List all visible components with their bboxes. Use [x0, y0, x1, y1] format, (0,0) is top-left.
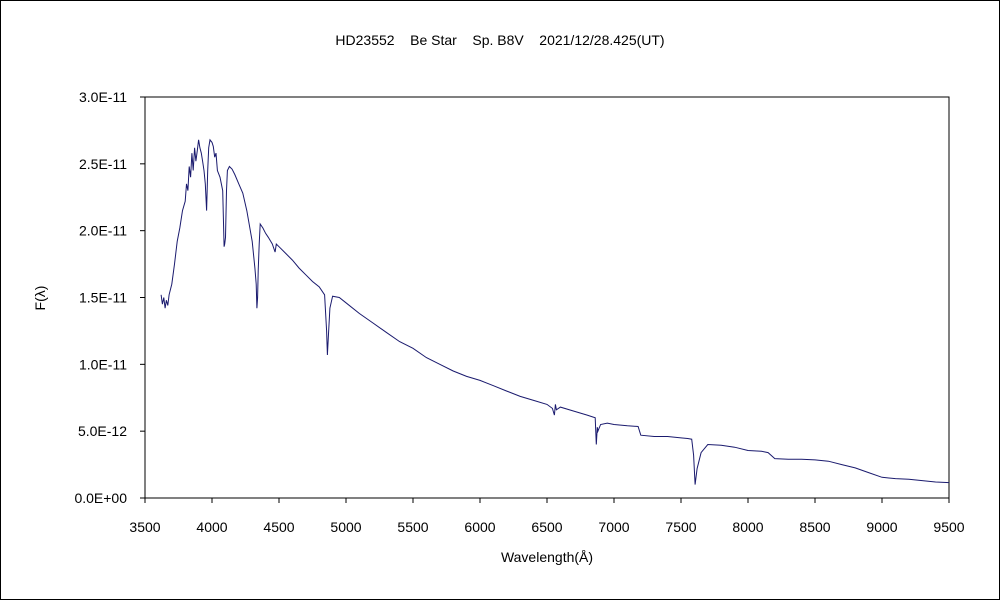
y-tick-label: 2.0E-11	[79, 223, 127, 239]
x-tick-label: 8000	[732, 519, 763, 535]
y-tick-label: 5.0E-12	[78, 423, 127, 439]
y-axis-label: F(λ)	[32, 286, 48, 311]
x-tick-label: 4000	[196, 519, 227, 535]
y-tick-label: 2.5E-11	[79, 156, 127, 172]
x-tick-label: 7000	[598, 519, 629, 535]
x-tick-label: 5000	[330, 519, 361, 535]
x-tick-label: 6500	[531, 519, 562, 535]
x-tick-label: 7500	[665, 519, 696, 535]
y-tick-label: 1.0E-11	[79, 356, 127, 372]
y-axis: 0.0E+00 5.0E-12 1.0E-11 1.5E-11 2.0E-11 2.5E-…	[74, 89, 145, 506]
x-tick-label: 5500	[397, 519, 428, 535]
x-tick-label: 9500	[933, 519, 964, 535]
x-axis-label: Wavelength(Å)	[501, 549, 593, 565]
spectrum-line	[160, 138, 950, 485]
x-tick-label: 4500	[263, 519, 294, 535]
y-tick-label: 3.0E-11	[79, 89, 127, 105]
x-tick-label: 3500	[129, 519, 160, 535]
y-tick-label: 1.5E-11	[79, 290, 127, 306]
x-tick-label: 8500	[799, 519, 830, 535]
chart-title: HD23552 Be Star Sp. B8V 2021/12/28.425(U…	[335, 32, 664, 48]
x-tick-label: 6000	[464, 519, 495, 535]
y-tick-label: 0.0E+00	[74, 490, 127, 506]
x-tick-label: 9000	[866, 519, 897, 535]
x-axis: 3500 4000 4500 5000 5500 6000 6500 7000 7500 8000…	[129, 498, 965, 535]
plot-area	[144, 96, 950, 499]
